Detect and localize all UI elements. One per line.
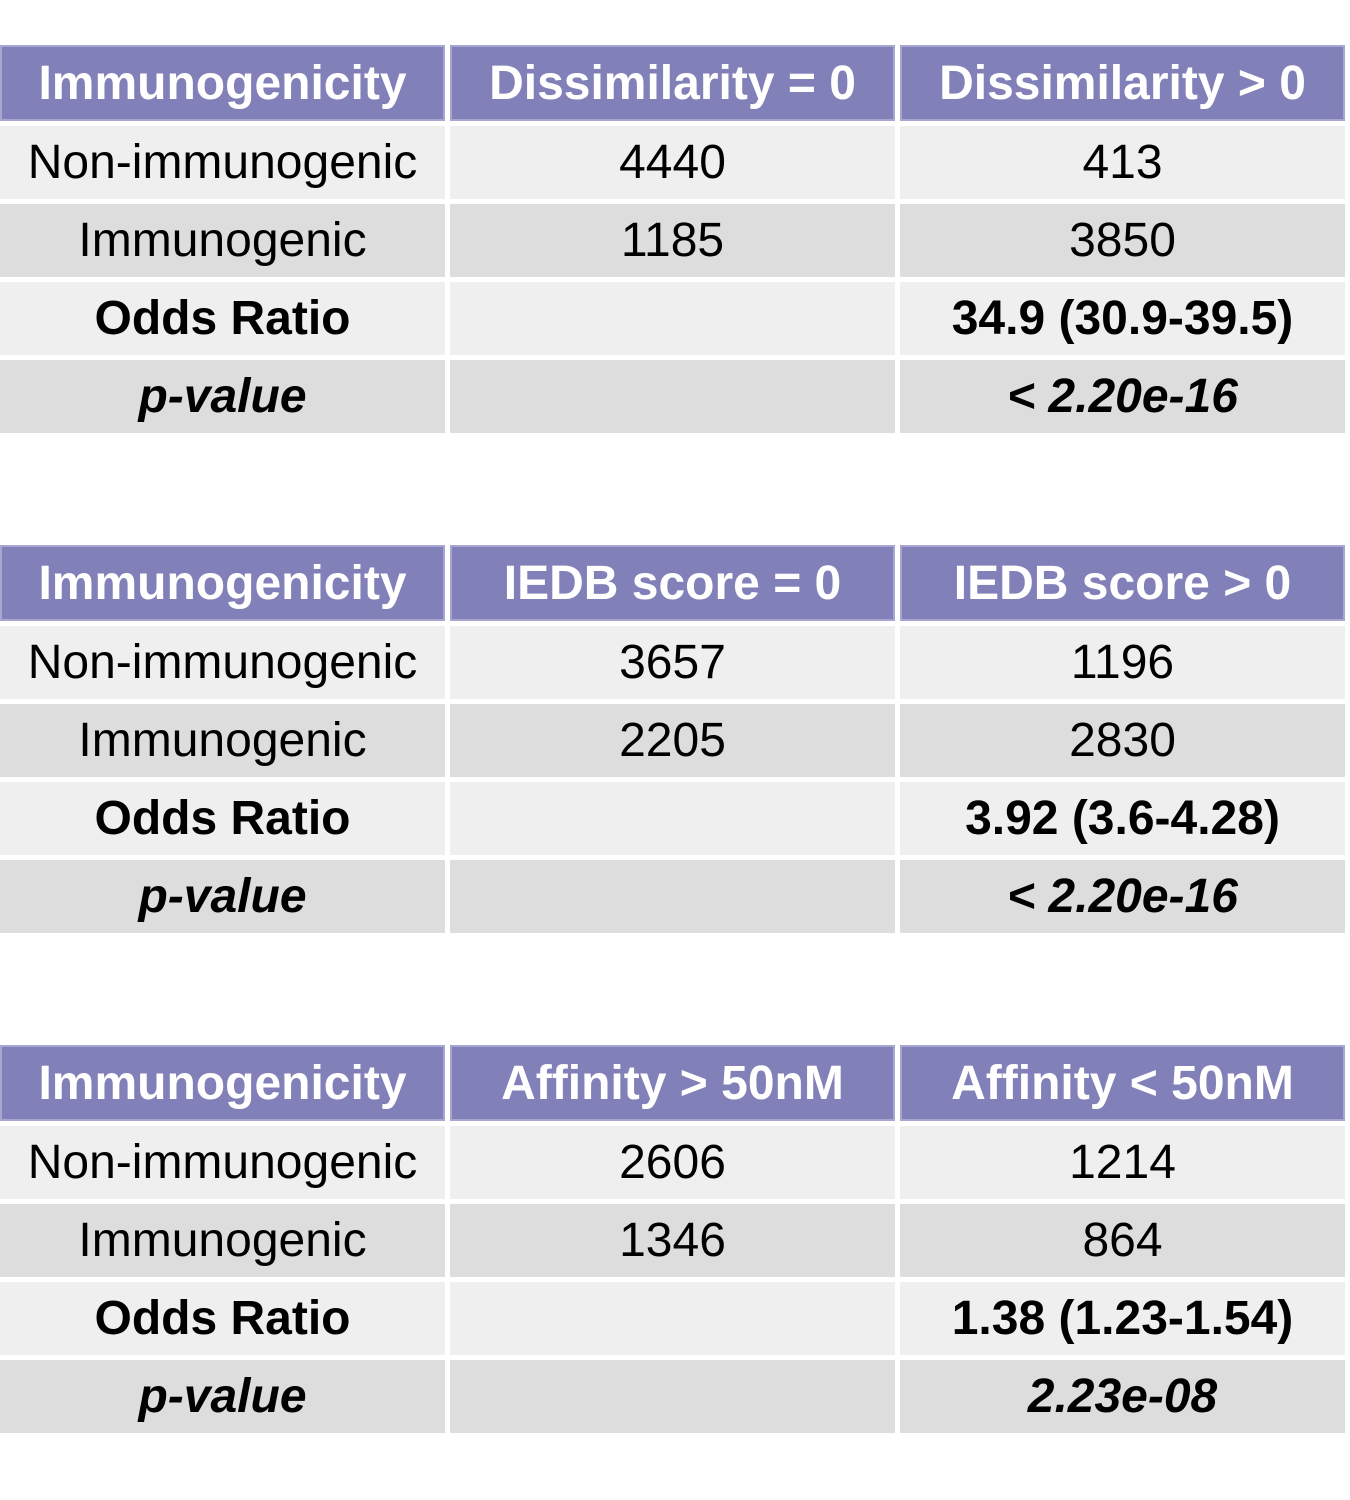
table-header-row: Immunogenicity IEDB score = 0 IEDB score… [0, 545, 1345, 621]
cell-value [450, 1360, 895, 1433]
row-label: Immunogenic [0, 704, 445, 777]
row-label: p-value [0, 1360, 445, 1433]
row-label: Immunogenic [0, 1204, 445, 1277]
cell-value: 2830 [900, 704, 1345, 777]
table-header-row: Immunogenicity Affinity > 50nM Affinity … [0, 1045, 1345, 1121]
row-label: p-value [0, 360, 445, 433]
row-label: Odds Ratio [0, 282, 445, 355]
cell-value: 4440 [450, 126, 895, 199]
table-row: Immunogenic 1185 3850 [0, 204, 1345, 277]
header-group-1: Dissimilarity = 0 [450, 45, 895, 121]
table-row: Non-immunogenic 4440 413 [0, 126, 1345, 199]
cell-value: 413 [900, 126, 1345, 199]
header-group-2: Affinity < 50nM [900, 1045, 1345, 1121]
p-value-row: p-value < 2.20e-16 [0, 360, 1345, 433]
table-row: Non-immunogenic 2606 1214 [0, 1126, 1345, 1199]
cell-value: 1346 [450, 1204, 895, 1277]
cell-value: 3657 [450, 626, 895, 699]
p-value: < 2.20e-16 [900, 860, 1345, 933]
row-label: Non-immunogenic [0, 1126, 445, 1199]
header-group-2: IEDB score > 0 [900, 545, 1345, 621]
p-value-row: p-value 2.23e-08 [0, 1360, 1345, 1433]
p-value-row: p-value < 2.20e-16 [0, 860, 1345, 933]
odds-ratio-value: 34.9 (30.9-39.5) [900, 282, 1345, 355]
p-value: 2.23e-08 [900, 1360, 1345, 1433]
row-label: Immunogenic [0, 204, 445, 277]
row-label: Non-immunogenic [0, 626, 445, 699]
row-label: Odds Ratio [0, 782, 445, 855]
odds-ratio-row: Odds Ratio 34.9 (30.9-39.5) [0, 282, 1345, 355]
cell-value: 1185 [450, 204, 895, 277]
table-header-row: Immunogenicity Dissimilarity = 0 Dissimi… [0, 45, 1345, 121]
header-group-2: Dissimilarity > 0 [900, 45, 1345, 121]
row-label: Non-immunogenic [0, 126, 445, 199]
odds-ratio-row: Odds Ratio 1.38 (1.23-1.54) [0, 1282, 1345, 1355]
cell-value: 2606 [450, 1126, 895, 1199]
row-label: Odds Ratio [0, 1282, 445, 1355]
table-row: Immunogenic 1346 864 [0, 1204, 1345, 1277]
contingency-table-iedb-score: Immunogenicity IEDB score = 0 IEDB score… [0, 540, 1350, 938]
cell-value [450, 1282, 895, 1355]
cell-value: 1196 [900, 626, 1345, 699]
cell-value: 2205 [450, 704, 895, 777]
p-value: < 2.20e-16 [900, 360, 1345, 433]
cell-value [450, 782, 895, 855]
odds-ratio-value: 1.38 (1.23-1.54) [900, 1282, 1345, 1355]
cell-value: 1214 [900, 1126, 1345, 1199]
row-label: p-value [0, 860, 445, 933]
table-row: Immunogenic 2205 2830 [0, 704, 1345, 777]
odds-ratio-value: 3.92 (3.6-4.28) [900, 782, 1345, 855]
table-row: Non-immunogenic 3657 1196 [0, 626, 1345, 699]
header-immunogenicity: Immunogenicity [0, 545, 445, 621]
cell-value: 864 [900, 1204, 1345, 1277]
header-group-1: Affinity > 50nM [450, 1045, 895, 1121]
contingency-table-affinity: Immunogenicity Affinity > 50nM Affinity … [0, 1040, 1350, 1438]
header-immunogenicity: Immunogenicity [0, 45, 445, 121]
cell-value [450, 860, 895, 933]
odds-ratio-row: Odds Ratio 3.92 (3.6-4.28) [0, 782, 1345, 855]
cell-value [450, 360, 895, 433]
cell-value: 3850 [900, 204, 1345, 277]
contingency-table-dissimilarity: Immunogenicity Dissimilarity = 0 Dissimi… [0, 40, 1350, 438]
header-group-1: IEDB score = 0 [450, 545, 895, 621]
header-immunogenicity: Immunogenicity [0, 1045, 445, 1121]
cell-value [450, 282, 895, 355]
